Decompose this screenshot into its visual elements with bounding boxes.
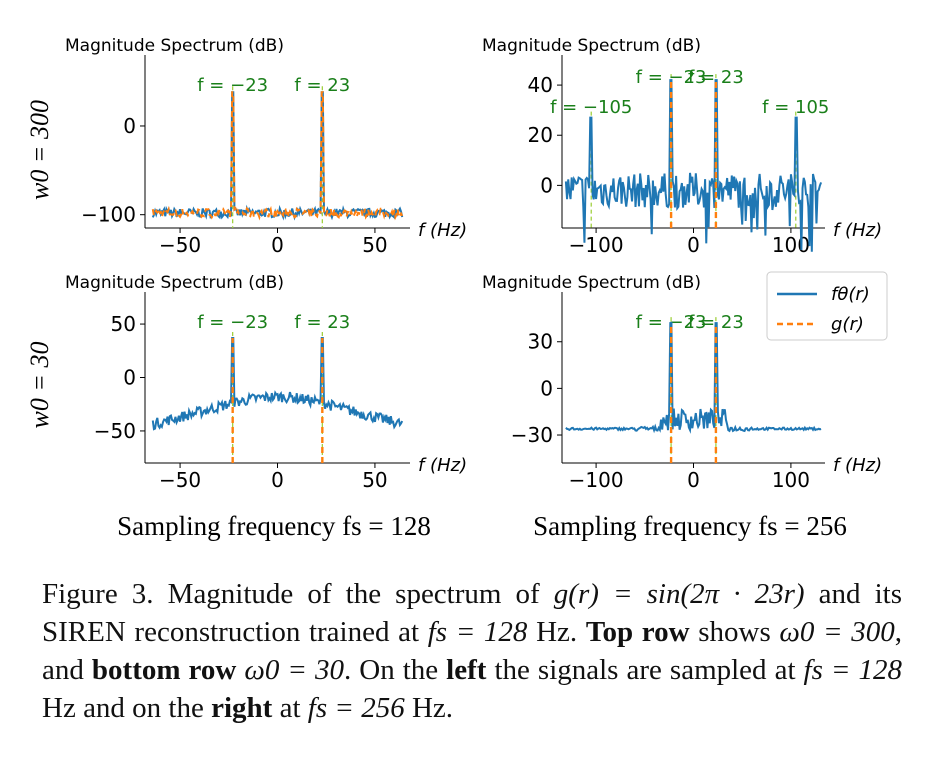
peak-annotation: f = −23 — [197, 312, 268, 333]
series-line-fit — [151, 336, 404, 431]
chart-title: Magnitude Spectrum (dB) — [482, 273, 701, 293]
legend-label: g(r) — [831, 314, 864, 335]
caption-figure-label: Figure 3. — [42, 578, 154, 610]
caption-math: g(r) = sin(2π · 23r) — [553, 578, 805, 610]
y-tick-label: 0 — [540, 173, 553, 197]
peak-annotation: f = 23 — [294, 75, 350, 96]
caption-bold: Top row — [585, 616, 690, 648]
x-tick-label: −100 — [569, 233, 624, 257]
caption-text: at — [272, 692, 308, 724]
x-axis-label: f (Hz) — [833, 220, 882, 241]
x-axis-label: f (Hz) — [418, 455, 467, 476]
series-line-fit — [151, 91, 404, 221]
figure-canvas: Magnitude Spectrum (dB) −50 0 50 0 −100 f (Hz)… — [25, 36, 888, 541]
x-tick-label: 100 — [772, 233, 810, 257]
series-line-fit — [565, 322, 822, 434]
y-tick-label: 30 — [528, 330, 553, 354]
caption-math: ω0 = 300 — [779, 616, 895, 648]
x-tick-label: 0 — [687, 233, 700, 257]
y-tick-label: 40 — [528, 73, 553, 97]
series-line-fit — [564, 79, 823, 252]
caption-math: ω0 = 30 — [244, 654, 344, 686]
y-tick-label: 0 — [123, 366, 136, 390]
caption-text: . On the — [343, 654, 447, 686]
y-tick-label: 0 — [540, 376, 553, 400]
x-tick-label: 50 — [362, 233, 387, 257]
caption-text: Hz. — [404, 692, 454, 724]
peak-annotation: f = −23 — [636, 67, 707, 88]
chart-title: Magnitude Spectrum (dB) — [65, 273, 284, 293]
column-label-right: Sampling frequency fs = 256 — [533, 511, 847, 541]
chart-title: Magnitude Spectrum (dB) — [65, 36, 284, 56]
legend-box — [766, 271, 888, 341]
caption-math: fs = 128 — [803, 654, 903, 686]
caption-bold: bottom row — [91, 654, 237, 686]
caption-text: and its SIREN reconstruction trained at — [42, 578, 903, 648]
caption-math: fs = 256 — [307, 692, 405, 724]
x-axis-label: f (Hz) — [833, 455, 882, 476]
legend-label: fθ(r) — [831, 284, 870, 305]
peak-annotation: f = −23 — [197, 75, 268, 96]
peak-annotation: f = 23 — [294, 312, 350, 333]
row-label-top: w0 = 300 — [25, 100, 54, 200]
x-tick-label: 0 — [271, 233, 284, 257]
chart-panel-top-right: Magnitude Spectrum (dB) −100 0 100 40 20 0 f (H… — [482, 36, 882, 257]
caption-math: fs = 128 — [427, 616, 528, 648]
chart-panel-top-left: Magnitude Spectrum (dB) −50 0 50 0 −100 f (Hz)… — [65, 36, 467, 257]
peak-annotation: f = 23 — [688, 67, 744, 88]
y-tick-label: 20 — [528, 123, 553, 147]
caption-bold: left — [446, 654, 487, 686]
figure-caption: Figure 3. Magnitude of the spectrum of g… — [42, 575, 902, 727]
caption-text: Hz. — [527, 616, 586, 648]
caption-text: Magnitude of the spectrum of — [153, 578, 554, 610]
x-tick-label: −50 — [159, 233, 201, 257]
chart-title: Magnitude Spectrum (dB) — [482, 36, 701, 56]
x-tick-label: 0 — [687, 468, 700, 492]
caption-bold: right — [211, 692, 273, 724]
x-axis-label: f (Hz) — [418, 220, 467, 241]
series-line-target — [151, 91, 404, 221]
x-tick-label: 50 — [362, 468, 387, 492]
chart-panel-bottom-left: Magnitude Spectrum (dB) −50 0 50 50 0 −50 f (Hz… — [65, 273, 467, 492]
caption-text: , and — [42, 616, 902, 686]
caption-text: the signals are sampled at — [486, 654, 804, 686]
x-tick-label: −100 — [569, 468, 624, 492]
chart-panel-bottom-right: Magnitude Spectrum (dB) −100 0 100 30 0 −30 f (… — [482, 273, 882, 492]
x-tick-label: −50 — [159, 468, 201, 492]
peak-annotation: f = 105 — [762, 97, 829, 118]
x-tick-label: 0 — [271, 468, 284, 492]
legend: fθ(r) g(r) — [766, 271, 888, 341]
row-label-bottom: w0 = 30 — [25, 342, 54, 429]
column-label-left: Sampling frequency fs = 128 — [117, 511, 431, 541]
caption-text: Hz and on the — [42, 692, 212, 724]
peak-annotation: f = −105 — [550, 97, 632, 118]
y-tick-label: 0 — [123, 114, 136, 138]
y-tick-label: −100 — [81, 203, 136, 227]
x-tick-label: 100 — [772, 468, 810, 492]
caption-text: shows — [689, 616, 780, 648]
y-tick-label: −50 — [94, 419, 136, 443]
y-tick-label: −30 — [511, 423, 553, 447]
y-tick-label: 50 — [111, 312, 136, 336]
